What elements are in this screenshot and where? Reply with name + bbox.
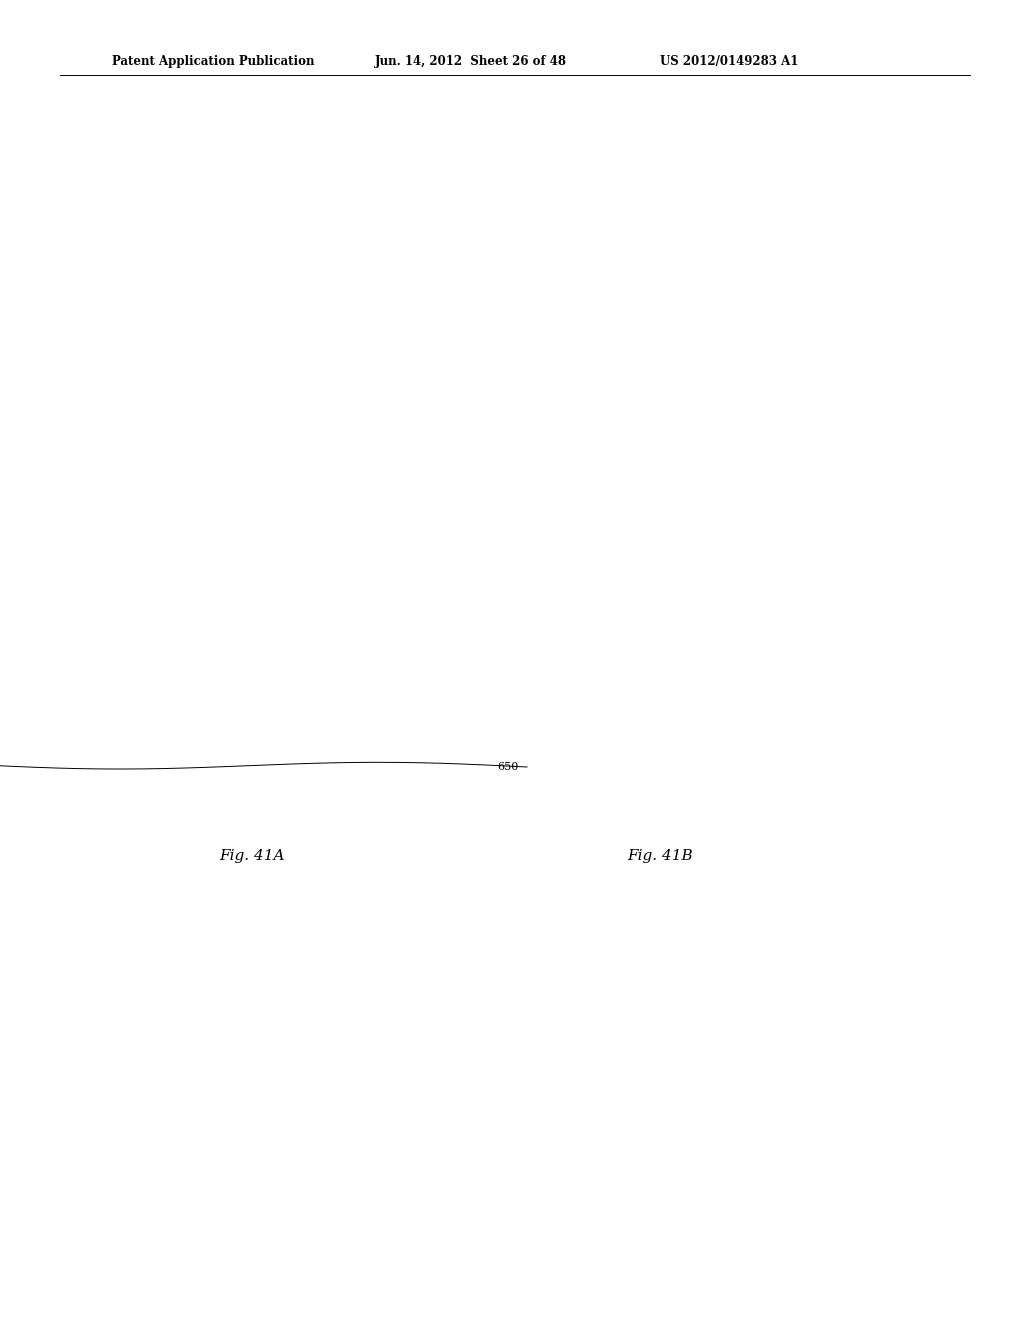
Text: Fig. 41B: Fig. 41B bbox=[627, 849, 693, 863]
Text: Fig. 41A: Fig. 41A bbox=[219, 849, 285, 863]
Text: Patent Application Publication: Patent Application Publication bbox=[112, 55, 314, 69]
Text: US 2012/0149283 A1: US 2012/0149283 A1 bbox=[660, 55, 799, 69]
Text: 650: 650 bbox=[498, 762, 519, 772]
Text: Jun. 14, 2012  Sheet 26 of 48: Jun. 14, 2012 Sheet 26 of 48 bbox=[375, 55, 567, 69]
